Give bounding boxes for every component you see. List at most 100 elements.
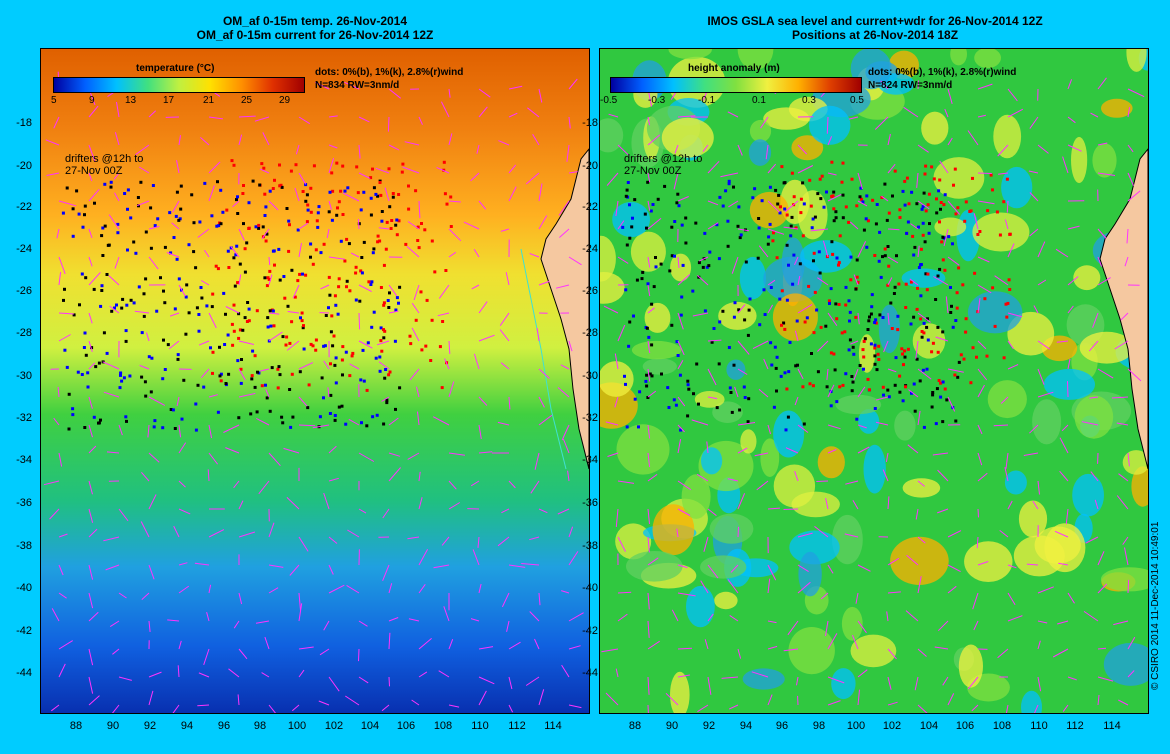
current-vector <box>268 200 279 211</box>
current-vector <box>402 166 420 174</box>
drifter-dot <box>918 379 922 383</box>
current-vector <box>289 564 300 576</box>
current-vector <box>508 164 517 174</box>
current-vector <box>677 480 692 491</box>
drifter-dot <box>782 321 786 325</box>
drifter-dot <box>84 276 88 280</box>
right-vectors <box>601 77 1145 713</box>
y-tick: -28 <box>16 327 32 339</box>
current-vector <box>56 228 60 239</box>
drifter-dot <box>224 382 228 385</box>
x-tick: 100 <box>846 720 866 732</box>
current-vector <box>508 396 511 410</box>
current-vector <box>797 303 813 314</box>
drifter-dot <box>834 210 838 214</box>
drifter-dot <box>233 284 237 288</box>
drifter-dot <box>901 189 905 193</box>
current-vector <box>358 312 361 330</box>
anomaly-eddy <box>661 117 714 158</box>
current-vector <box>914 676 919 691</box>
x-tick: 108 <box>992 720 1012 732</box>
current-vector <box>720 172 739 178</box>
drifter-dot <box>717 257 721 261</box>
drifter-dot <box>943 387 947 391</box>
drifter-dot <box>121 297 125 301</box>
current-vector <box>407 221 420 230</box>
drifter-dot <box>847 299 851 303</box>
drifter-dot <box>850 177 854 181</box>
drifter-dot <box>334 381 338 385</box>
current-vector <box>794 330 799 342</box>
drifter-dot <box>230 159 234 163</box>
drifter-dot <box>278 163 281 167</box>
current-vector <box>448 200 461 203</box>
current-vector <box>381 704 390 712</box>
current-vector <box>58 452 63 467</box>
current-vector <box>416 386 420 398</box>
drifter-dot <box>126 207 129 211</box>
current-vector <box>408 618 420 622</box>
drifter-dot <box>824 324 828 328</box>
drifter-dot <box>813 290 817 294</box>
current-vector <box>529 536 540 541</box>
drifter-dot <box>775 389 778 393</box>
drifter-dot <box>319 251 323 255</box>
drifter-dot <box>724 189 728 193</box>
current-vector <box>1065 508 1069 525</box>
drifter-dot <box>75 189 79 193</box>
current-vector <box>103 536 120 542</box>
anomaly-eddy <box>701 447 723 475</box>
current-vector <box>615 668 619 678</box>
y-tick: -20 <box>582 160 598 172</box>
current-vector <box>51 608 60 622</box>
drifter-dot <box>801 385 805 389</box>
drifter-dot <box>816 370 820 374</box>
drifter-dot <box>106 243 110 247</box>
drifter-dot <box>855 258 859 262</box>
drifter-dot <box>939 201 943 204</box>
current-vector <box>88 312 93 324</box>
drifter-dot <box>273 263 276 267</box>
drifter-dot <box>874 222 878 226</box>
drifter-dot <box>818 177 822 181</box>
current-vector <box>298 243 302 258</box>
drifter-dot <box>241 192 245 195</box>
current-vector <box>677 396 686 407</box>
current-vector <box>376 340 390 346</box>
current-vector <box>238 592 243 605</box>
current-vector <box>977 83 993 90</box>
current-vector <box>432 416 450 426</box>
drifter-dot <box>953 167 957 171</box>
drifter-dot <box>780 165 784 169</box>
drifter-dot <box>378 181 382 184</box>
drifter-dot <box>115 303 118 307</box>
current-vector <box>1083 610 1099 622</box>
drifter-dot <box>786 415 790 419</box>
drifter-dot <box>390 219 394 222</box>
current-vector <box>874 116 889 130</box>
drifter-dot <box>898 216 902 219</box>
drifter-dot <box>123 192 127 195</box>
current-vector <box>606 172 619 186</box>
current-vector <box>1037 640 1041 650</box>
current-vector <box>298 536 309 552</box>
drifter-dot <box>283 296 287 300</box>
drifter-dot <box>832 207 836 211</box>
current-vector <box>327 387 330 398</box>
drifter-dot <box>175 190 179 194</box>
current-vector <box>53 417 60 426</box>
drifter-dot <box>226 249 230 253</box>
current-vector <box>917 536 926 544</box>
current-vector <box>797 581 811 594</box>
current-vector <box>947 256 960 266</box>
drifter-dot <box>61 211 65 215</box>
drifter-dot <box>134 251 138 255</box>
drifter-dot <box>785 387 789 391</box>
drifter-dot <box>78 303 81 307</box>
drifter-dot <box>179 207 183 211</box>
drifter-dot <box>921 368 925 372</box>
current-vector <box>534 452 540 470</box>
current-vector <box>760 116 769 129</box>
current-vector <box>917 480 925 487</box>
current-vector <box>498 140 510 146</box>
